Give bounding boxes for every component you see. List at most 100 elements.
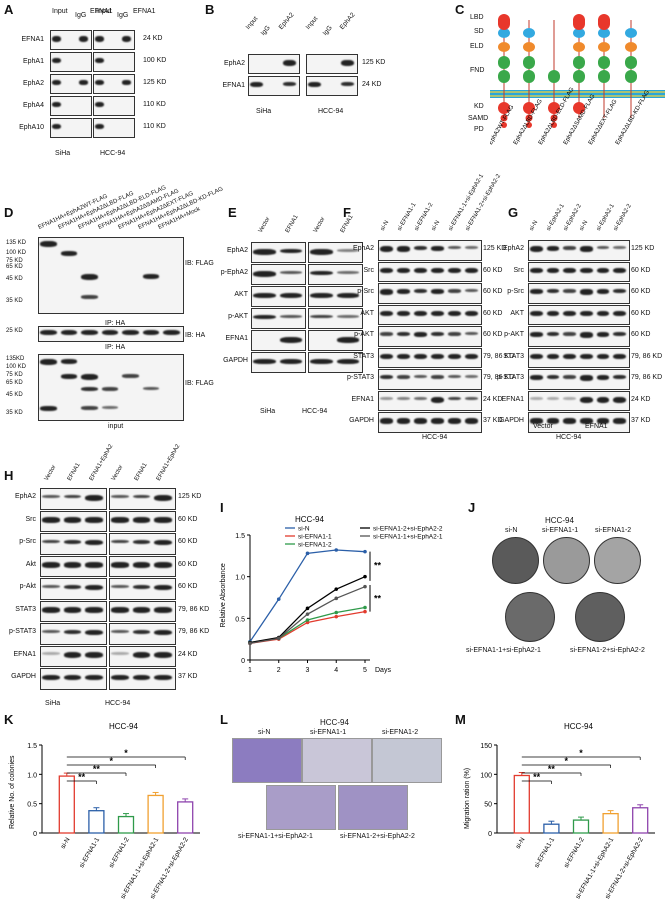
y-tick-label: 0 [33,831,37,838]
col-label: EphA2 [338,11,357,31]
y-tick-label: 0 [488,831,492,838]
blot-band [448,375,461,379]
x-tick-label: si-N [60,836,72,850]
blot-row-label: Akt [25,560,36,568]
marker-label: 65 KD [6,380,23,386]
blot-band [111,674,129,681]
blot-row-label: EphA2 [22,80,44,87]
blot-band [85,652,103,659]
blot-band [431,246,444,252]
cell-label: SiHa [45,700,61,707]
blot-band [121,36,131,42]
blot-row-label: Src [363,266,375,274]
blot-band [465,396,478,400]
blot-band [52,80,62,86]
blot-band [448,267,461,274]
fnd-domain [625,56,637,69]
blot-strip [528,390,630,411]
blot-band [580,375,593,381]
kd-label: 125 KD [178,493,202,500]
sig-label: * [564,756,568,766]
blot-band [85,562,103,568]
blot-row-label: EphA10 [19,124,44,131]
blot-band [431,289,444,295]
blot-band [530,246,543,253]
bar [177,801,194,834]
blot-band [95,102,105,108]
blot-band [63,494,82,499]
blot-band [465,332,478,336]
y-axis-label: Relative Absorbance [220,563,227,627]
domain-label: KD [474,103,484,110]
col-label: Input [52,8,68,15]
kd-label: 24 KD [178,650,198,658]
blot-band [111,607,129,613]
blot-band [154,584,172,591]
blot-band [341,82,354,87]
blot-strip [378,240,482,261]
blot-strip [308,264,363,285]
legend-label: si-EFNA1-1 [298,534,332,541]
col-label: Input [244,15,260,31]
kd-label: 37 KD [631,417,651,424]
blot-band [253,292,276,298]
blot-strip [378,283,482,304]
blot-strip [50,118,92,138]
data-point [305,612,310,616]
blot-row-label: AKT [234,291,248,298]
blot-band [596,418,610,424]
marker-label: 100 KD [6,250,27,256]
samd-domain [500,114,508,122]
blot-band [78,80,88,85]
blot-band [279,336,302,343]
legend-label: si-EFNA1-2 [298,542,332,549]
blot-band [154,494,172,501]
data-point [334,548,339,552]
blot-band [431,396,444,403]
cell-label: HCC-94 [100,150,126,157]
kd-label: 37 KD [483,417,503,424]
blot-band [63,652,82,659]
dish-label: si-EFNA1-1 [542,527,579,534]
blot-band [81,295,98,299]
fnd-domain [598,70,610,83]
data-point [305,618,310,622]
blot-band [52,36,62,42]
blot-band [414,332,427,338]
kd-label: 60 KD [178,560,198,568]
y-tick-label: 150 [480,743,492,750]
y-tick-label: 1.5 [235,533,245,540]
blot-strip [528,369,630,390]
blot-row-label: p-Src [357,288,374,295]
blot-band [448,310,461,317]
blot-band [580,396,593,403]
blot-band [42,584,60,588]
blot-band [81,387,98,392]
blot-row-label: EFNA1 [501,395,524,403]
sig-label: * [124,748,128,758]
blot-band [279,292,302,298]
blot-band [63,584,82,589]
blot-band [596,289,610,295]
blot-band [380,396,393,400]
dish-label: si-N [505,527,518,534]
marker-label: 75 KD [6,372,23,378]
kd-label: 37 KD [178,673,198,680]
legend-label: si-EFNA1-2+si-EphA2-2 [373,526,443,533]
blot-band [42,674,60,681]
col-label: Vector [312,216,327,234]
y-tick-label: 0 [241,658,245,665]
colony-dish [492,537,539,584]
blot-strip [378,412,482,433]
x-tick-label: 4 [334,667,338,674]
blot-band [310,270,333,276]
col-label: si-N [430,219,441,232]
blot-band [613,289,626,294]
blot-band [465,267,478,274]
cell-label: HCC-94 [302,408,328,415]
blot-row-label: p-AKT [504,331,524,338]
blot-band [132,607,151,613]
colony-bar-chart: HCC-94 0 0.5 1.0 1.5 Relative No. of colonies… [9,722,200,900]
blot-band [101,406,119,409]
x-tick-label: si-EFNA1-1 [533,836,556,869]
